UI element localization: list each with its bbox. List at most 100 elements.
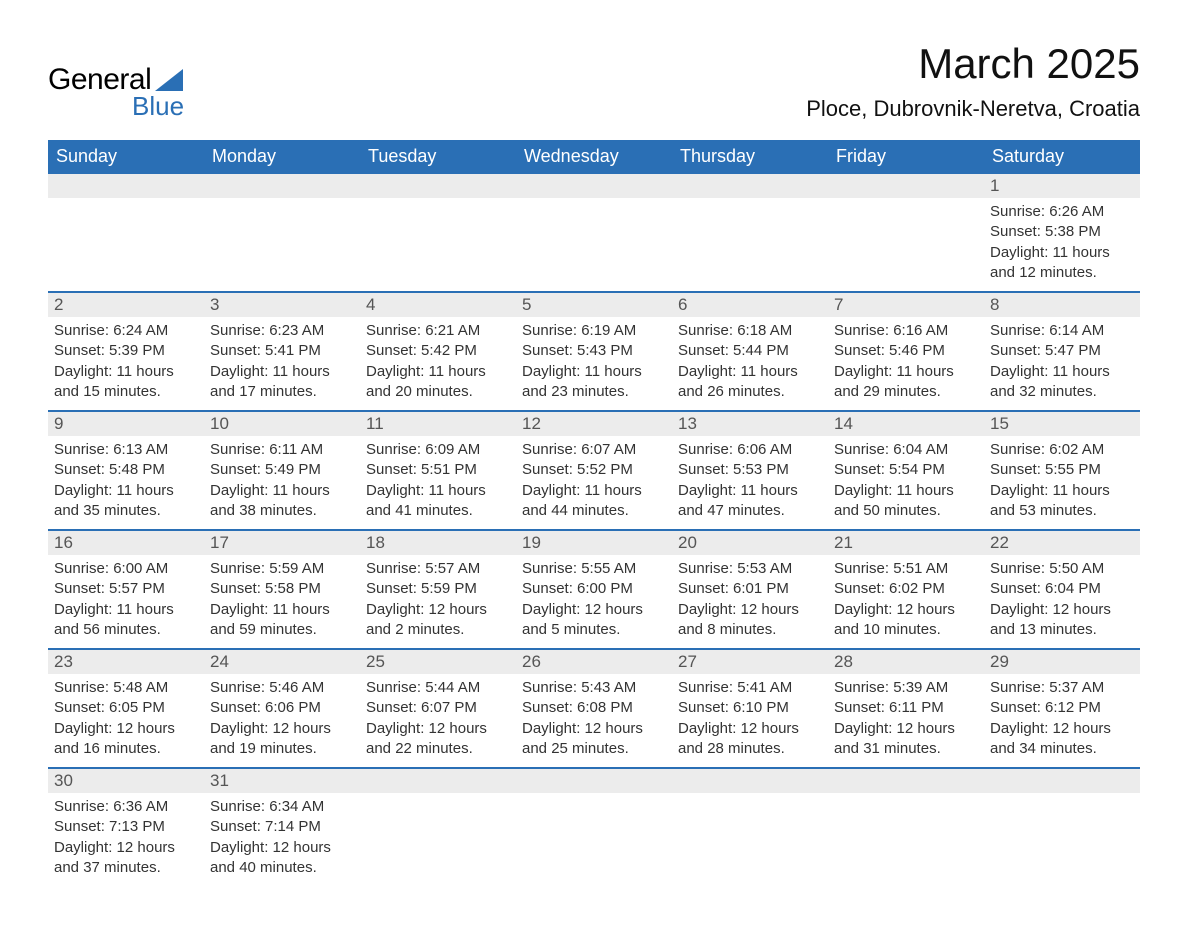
sunrise-line: Sunrise: 6:06 AM xyxy=(678,440,822,460)
day-number: 13 xyxy=(672,412,828,436)
day-header: Friday xyxy=(828,140,984,174)
calendar-day-cell: 24Sunrise: 5:46 AMSunset: 6:06 PMDayligh… xyxy=(204,649,360,768)
day-details: Sunrise: 5:53 AMSunset: 6:01 PMDaylight:… xyxy=(672,555,828,648)
daylight-line: Daylight: 11 hours and 20 minutes. xyxy=(366,362,510,403)
sunset-line: Sunset: 5:49 PM xyxy=(210,460,354,480)
day-details xyxy=(204,198,360,210)
day-details: Sunrise: 6:00 AMSunset: 5:57 PMDaylight:… xyxy=(48,555,204,648)
day-header: Saturday xyxy=(984,140,1140,174)
calendar-day-cell xyxy=(828,768,984,886)
day-number: 4 xyxy=(360,293,516,317)
sunrise-line: Sunrise: 5:37 AM xyxy=(990,678,1134,698)
calendar-day-cell xyxy=(828,174,984,293)
day-number: 2 xyxy=(48,293,204,317)
day-number: 5 xyxy=(516,293,672,317)
calendar-day-cell: 11Sunrise: 6:09 AMSunset: 5:51 PMDayligh… xyxy=(360,411,516,530)
sunrise-line: Sunrise: 6:26 AM xyxy=(990,202,1134,222)
sunset-line: Sunset: 5:52 PM xyxy=(522,460,666,480)
day-number: 12 xyxy=(516,412,672,436)
sunrise-line: Sunrise: 5:57 AM xyxy=(366,559,510,579)
calendar-day-cell: 2Sunrise: 6:24 AMSunset: 5:39 PMDaylight… xyxy=(48,292,204,411)
calendar-day-cell: 16Sunrise: 6:00 AMSunset: 5:57 PMDayligh… xyxy=(48,530,204,649)
day-details: Sunrise: 6:02 AMSunset: 5:55 PMDaylight:… xyxy=(984,436,1140,529)
day-details: Sunrise: 6:23 AMSunset: 5:41 PMDaylight:… xyxy=(204,317,360,410)
calendar-day-cell: 3Sunrise: 6:23 AMSunset: 5:41 PMDaylight… xyxy=(204,292,360,411)
title-block: March 2025 Ploce, Dubrovnik-Neretva, Cro… xyxy=(806,40,1140,122)
logo-text-blue: Blue xyxy=(132,91,184,122)
calendar-table: Sunday Monday Tuesday Wednesday Thursday… xyxy=(48,140,1140,886)
sunrise-line: Sunrise: 6:14 AM xyxy=(990,321,1134,341)
day-number: 23 xyxy=(48,650,204,674)
day-number: 19 xyxy=(516,531,672,555)
sunrise-line: Sunrise: 6:19 AM xyxy=(522,321,666,341)
calendar-day-cell: 4Sunrise: 6:21 AMSunset: 5:42 PMDaylight… xyxy=(360,292,516,411)
sunrise-line: Sunrise: 5:51 AM xyxy=(834,559,978,579)
day-number xyxy=(516,174,672,198)
daylight-line: Daylight: 11 hours and 53 minutes. xyxy=(990,481,1134,522)
daylight-line: Daylight: 12 hours and 22 minutes. xyxy=(366,719,510,760)
day-details xyxy=(360,198,516,210)
daylight-line: Daylight: 11 hours and 56 minutes. xyxy=(54,600,198,641)
sunset-line: Sunset: 6:02 PM xyxy=(834,579,978,599)
daylight-line: Daylight: 11 hours and 26 minutes. xyxy=(678,362,822,403)
sunset-line: Sunset: 6:06 PM xyxy=(210,698,354,718)
daylight-line: Daylight: 12 hours and 2 minutes. xyxy=(366,600,510,641)
daylight-line: Daylight: 11 hours and 17 minutes. xyxy=(210,362,354,403)
calendar-day-cell xyxy=(984,768,1140,886)
sunset-line: Sunset: 5:43 PM xyxy=(522,341,666,361)
calendar-day-cell: 9Sunrise: 6:13 AMSunset: 5:48 PMDaylight… xyxy=(48,411,204,530)
sunset-line: Sunset: 5:42 PM xyxy=(366,341,510,361)
calendar-day-cell xyxy=(48,174,204,293)
day-number: 22 xyxy=(984,531,1140,555)
day-number: 10 xyxy=(204,412,360,436)
day-number: 27 xyxy=(672,650,828,674)
sunrise-line: Sunrise: 6:00 AM xyxy=(54,559,198,579)
day-details: Sunrise: 5:37 AMSunset: 6:12 PMDaylight:… xyxy=(984,674,1140,767)
daylight-line: Daylight: 12 hours and 34 minutes. xyxy=(990,719,1134,760)
day-details: Sunrise: 5:59 AMSunset: 5:58 PMDaylight:… xyxy=(204,555,360,648)
sunset-line: Sunset: 5:57 PM xyxy=(54,579,198,599)
calendar-day-cell: 13 Sunrise: 6:06 AMSunset: 5:53 PMDayligh… xyxy=(672,411,828,530)
day-details: Sunrise: 6:16 AMSunset: 5:46 PMDaylight:… xyxy=(828,317,984,410)
calendar-day-cell: 29Sunrise: 5:37 AMSunset: 6:12 PMDayligh… xyxy=(984,649,1140,768)
calendar-week-row: 16Sunrise: 6:00 AMSunset: 5:57 PMDayligh… xyxy=(48,530,1140,649)
daylight-line: Daylight: 11 hours and 44 minutes. xyxy=(522,481,666,522)
calendar-day-cell: 14Sunrise: 6:04 AMSunset: 5:54 PMDayligh… xyxy=(828,411,984,530)
sunset-line: Sunset: 5:39 PM xyxy=(54,341,198,361)
calendar-day-cell: 15Sunrise: 6:02 AMSunset: 5:55 PMDayligh… xyxy=(984,411,1140,530)
sunset-line: Sunset: 5:53 PM xyxy=(678,460,822,480)
daylight-line: Daylight: 11 hours and 47 minutes. xyxy=(678,481,822,522)
daylight-line: Daylight: 12 hours and 28 minutes. xyxy=(678,719,822,760)
calendar-day-cell: 19Sunrise: 5:55 AMSunset: 6:00 PMDayligh… xyxy=(516,530,672,649)
sunset-line: Sunset: 5:44 PM xyxy=(678,341,822,361)
day-number: 29 xyxy=(984,650,1140,674)
day-details: Sunrise: 6:09 AMSunset: 5:51 PMDaylight:… xyxy=(360,436,516,529)
day-number: 26 xyxy=(516,650,672,674)
day-header: Monday xyxy=(204,140,360,174)
sunrise-line: Sunrise: 6:34 AM xyxy=(210,797,354,817)
day-number: 1 xyxy=(984,174,1140,198)
sunset-line: Sunset: 6:12 PM xyxy=(990,698,1134,718)
day-details xyxy=(828,198,984,210)
calendar-day-cell xyxy=(360,768,516,886)
daylight-line: Daylight: 11 hours and 35 minutes. xyxy=(54,481,198,522)
sunset-line: Sunset: 6:01 PM xyxy=(678,579,822,599)
day-number: 21 xyxy=(828,531,984,555)
day-number: 24 xyxy=(204,650,360,674)
day-number: 18 xyxy=(360,531,516,555)
header: General Blue March 2025 Ploce, Dubrovnik… xyxy=(48,40,1140,122)
logo: General Blue xyxy=(48,63,184,122)
calendar-week-row: 2Sunrise: 6:24 AMSunset: 5:39 PMDaylight… xyxy=(48,292,1140,411)
calendar-day-cell: 30Sunrise: 6:36 AMSunset: 7:13 PMDayligh… xyxy=(48,768,204,886)
day-details: Sunrise: 5:48 AMSunset: 6:05 PMDaylight:… xyxy=(48,674,204,767)
day-details: Sunrise: 6:21 AMSunset: 5:42 PMDaylight:… xyxy=(360,317,516,410)
day-details: Sunrise: 5:50 AMSunset: 6:04 PMDaylight:… xyxy=(984,555,1140,648)
day-details xyxy=(48,198,204,210)
daylight-line: Daylight: 12 hours and 19 minutes. xyxy=(210,719,354,760)
calendar-day-cell xyxy=(672,768,828,886)
sunrise-line: Sunrise: 5:39 AM xyxy=(834,678,978,698)
calendar-day-cell xyxy=(360,174,516,293)
calendar-body: 1Sunrise: 6:26 AMSunset: 5:38 PMDaylight… xyxy=(48,174,1140,887)
day-number: 6 xyxy=(672,293,828,317)
sunrise-line: Sunrise: 6:36 AM xyxy=(54,797,198,817)
